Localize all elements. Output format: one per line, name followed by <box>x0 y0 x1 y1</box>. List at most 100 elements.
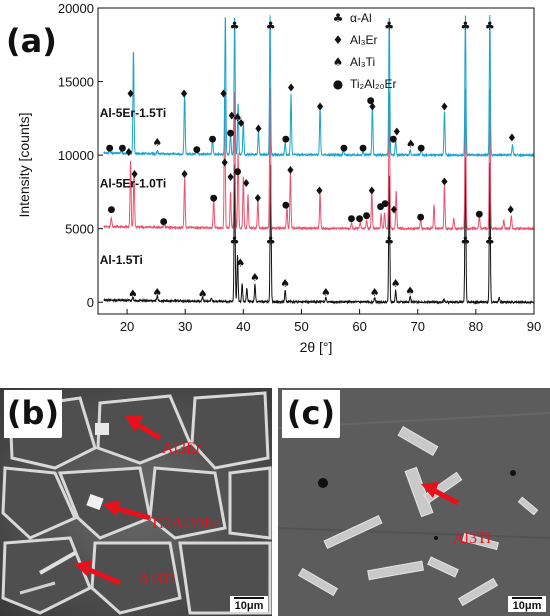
phase-marker: ♦ <box>367 101 377 114</box>
phase-marker: ♦ <box>254 123 264 136</box>
phase-marker: ♣ <box>230 234 240 247</box>
y-axis-ticks: 0 5000 10000 15000 20000 <box>58 1 103 310</box>
phase-marker: ♦ <box>392 126 402 139</box>
legend-symbol: ♣ <box>333 11 344 25</box>
legend-symbol: ♠ <box>333 55 344 69</box>
x-tick-label: 40 <box>236 319 250 334</box>
phase-marker: ♦ <box>285 164 295 177</box>
phase-marker: ♦ <box>219 87 229 100</box>
x-axis-title: 2θ [°] <box>300 339 333 355</box>
label-ti2al20er: Ti2Al20Er <box>150 515 219 532</box>
y-axis-title: Intensity [counts] <box>16 112 32 217</box>
legend-label: Ti₂Al₂₀Er <box>350 77 397 91</box>
plot-frame <box>97 7 535 315</box>
x-axis-ticks: 20 30 40 50 60 70 80 90 <box>120 309 541 334</box>
phase-marker: ● <box>348 214 356 224</box>
phase-marker: ● <box>227 129 235 139</box>
legend-label: α-Al <box>350 11 372 25</box>
sem-image-b: (b) Al3Er Ti2Al20Er Al3Ti 10μm <box>0 388 272 616</box>
phase-marker: ♣ <box>485 234 495 247</box>
phase-marker: ● <box>106 143 114 153</box>
legend-label: Al₃Er <box>350 33 378 47</box>
phase-marker: ♠ <box>152 136 162 149</box>
phase-marker: ● <box>234 167 242 177</box>
phase-marker: ● <box>417 212 425 222</box>
phase-marker: ♦ <box>507 131 517 144</box>
y-tick-label: 15000 <box>58 75 94 90</box>
phase-marker: ♠ <box>406 137 416 150</box>
x-tick-label: 70 <box>410 319 424 334</box>
y-tick-label: 20000 <box>58 1 94 16</box>
phase-marker: ♦ <box>367 184 377 197</box>
phase-marker: ♦ <box>226 171 236 184</box>
phase-marker: ● <box>367 96 375 106</box>
phase-marker: ● <box>282 134 290 144</box>
panel-b-letter: (b) <box>4 390 62 438</box>
phase-marker: ♦ <box>506 204 516 217</box>
phase-marker: ● <box>340 143 348 153</box>
scale-bar-c: 10μm <box>508 596 546 612</box>
phase-marker: ♦ <box>389 204 399 217</box>
phase-markers: ♣ ♣ ♣ ♣ ♣♣ ♣ ♣ ♣ ♣♦ ♦ ♦♦♦ ♦♦♦ ♦♦♦♦♦♦ ♦♦♦ ♦♦♦♦ ♦♦♦♦♠♠♠♠ ♠… <box>106 20 517 301</box>
phase-marker: ● <box>417 143 425 153</box>
phase-marker: ● <box>363 211 371 221</box>
phase-marker: ♠ <box>152 286 162 299</box>
phase-marker: ♣ <box>266 234 276 247</box>
phase-marker: ♦ <box>286 81 296 94</box>
phase-marker: ♣ <box>266 20 276 33</box>
legend: ♣ α-Al ♦ Al₃Er ♠ Al₃Ti ● Ti₂Al₂₀Er <box>333 11 397 91</box>
scale-bar-b: 10μm <box>230 596 268 612</box>
x-tick-label: 60 <box>352 319 366 334</box>
phase-marker: ♦ <box>124 146 134 159</box>
phase-marker: ♠ <box>280 277 290 290</box>
phase-marker: ♣ <box>230 20 240 33</box>
scale-text-c: 10μm <box>512 600 542 612</box>
phase-marker: ♠ <box>370 286 380 299</box>
phase-marker: ● <box>107 205 115 215</box>
panel-a-letter: (a) <box>6 22 57 60</box>
y-tick-label: 10000 <box>58 148 94 163</box>
y-tick-label: 0 <box>87 295 94 310</box>
x-tick-label: 20 <box>120 319 134 334</box>
series-label-2: Al-5Er-1.0Ti <box>100 176 166 190</box>
phase-marker: ♦ <box>440 176 450 189</box>
phase-marker: ♦ <box>236 117 246 130</box>
phase-marker: ● <box>210 193 218 203</box>
series-line-3 <box>103 14 534 158</box>
phase-marker: ♦ <box>227 109 237 122</box>
phase-marker: ♦ <box>315 101 325 114</box>
series-line-1 <box>103 157 534 305</box>
phase-marker: ● <box>359 143 367 153</box>
phase-marker: ♠ <box>198 287 208 300</box>
sem-image-c: (c) Al3Ti 10μm <box>278 388 550 616</box>
phase-marker: ♦ <box>130 168 140 181</box>
legend-symbol: ♦ <box>333 33 344 47</box>
phase-marker: ● <box>475 209 483 219</box>
scale-text-b: 10μm <box>234 600 264 612</box>
phase-marker: ● <box>118 143 126 153</box>
phase-marker: ● <box>193 145 201 155</box>
phase-marker: ● <box>160 217 168 227</box>
phase-marker: ♣ <box>384 20 394 33</box>
label-al3er: Al3Er <box>162 440 202 457</box>
sem-micrograph-b <box>0 388 272 616</box>
phase-marker: ● <box>389 134 397 144</box>
phase-marker: ♠ <box>250 271 260 284</box>
label-al3ti-c: Al3Ti <box>453 530 491 547</box>
phase-marker: ● <box>209 134 217 144</box>
phase-marker: ♦ <box>253 192 263 205</box>
phase-marker: ● <box>381 199 389 209</box>
x-tick-label: 90 <box>527 319 541 334</box>
phase-marker: ♦ <box>440 101 450 114</box>
phase-marker: ♦ <box>126 87 136 100</box>
phase-marker: ● <box>282 201 290 211</box>
phase-marker: ♣ <box>384 234 394 247</box>
phase-marker: ♣ <box>460 20 470 33</box>
xrd-chart: (a) 20 30 40 50 60 70 80 90 0 5000 10000 15000 2000… <box>6 1 541 355</box>
x-tick-label: 30 <box>178 319 192 334</box>
series-label-3: Al-5Er-1.5Ti <box>100 106 166 120</box>
x-tick-label: 50 <box>294 319 308 334</box>
phase-marker: ♠ <box>391 277 401 290</box>
label-al3ti-b: Al3Ti <box>138 571 176 588</box>
panel-c-letter: (c) <box>282 390 340 438</box>
